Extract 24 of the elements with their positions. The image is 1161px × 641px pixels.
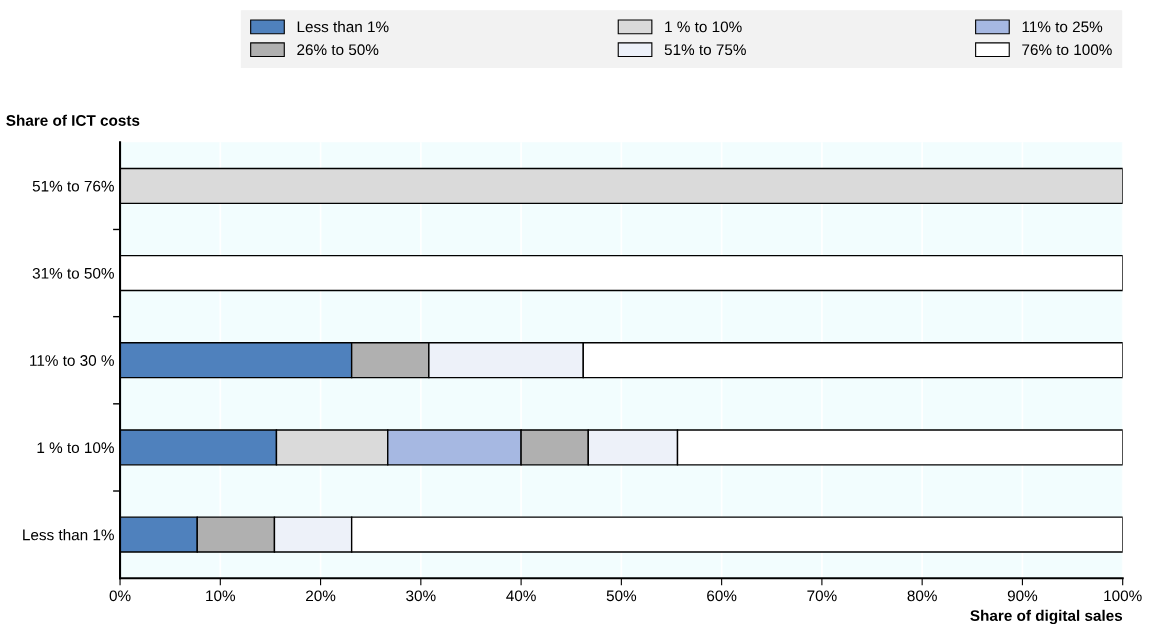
legend-label: 1 % to 10% <box>665 21 742 33</box>
x-tick-label: 40% <box>506 590 536 602</box>
x-tick-label: 90% <box>1007 590 1038 602</box>
legend-label: Less than 1% <box>297 21 389 33</box>
x-tick-label: 80% <box>907 590 937 602</box>
y-axis-title: Share of ICT costs <box>6 114 140 126</box>
legend-label: 26% to 50% <box>297 44 379 56</box>
y-tick-label: 51% to 76% <box>32 180 114 192</box>
x-tick-label: 10% <box>206 590 236 602</box>
x-tick-label: 60% <box>707 590 737 602</box>
y-tick-label: 11% to 30 % <box>30 355 114 366</box>
x-tick-label: 20% <box>306 590 336 602</box>
legend-label: 11% to 25% <box>1022 21 1103 33</box>
x-tick-label: 50% <box>606 590 637 602</box>
x-tick-label: 100% <box>1104 590 1142 602</box>
y-tick-label: 31% to 50% <box>32 267 114 279</box>
x-tick-label: 30% <box>406 590 436 602</box>
legend-label: 76% to 100% <box>1022 44 1112 56</box>
x-tick-label: 0% <box>109 590 131 602</box>
y-tick-label: 1 % to 10% <box>37 442 114 454</box>
x-tick-label: 70% <box>807 590 837 602</box>
x-axis-title: Share of digital sales <box>970 609 1123 625</box>
legend-label: 51% to 75% <box>664 44 746 56</box>
y-tick-label: Less than 1% <box>23 529 114 541</box>
